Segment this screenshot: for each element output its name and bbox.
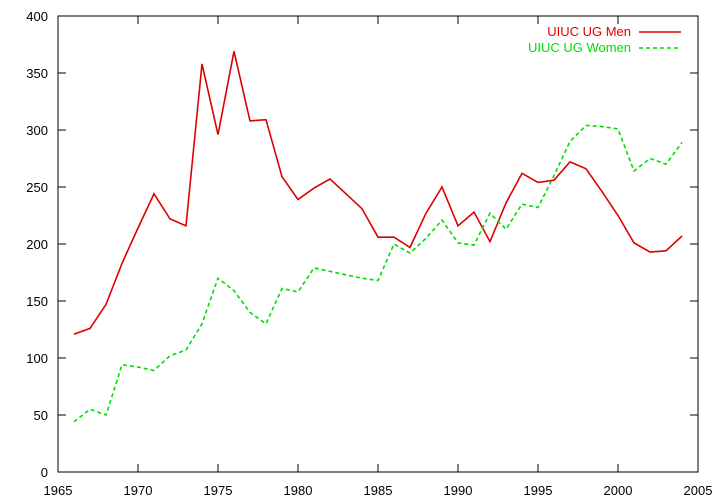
legend-label-women: UIUC UG Women: [528, 40, 631, 55]
x-axis-tick-labels: 1965 1970 1975 1980 1985 1990 1995 2000 2005: [44, 483, 713, 498]
series-line-women: [73, 124, 683, 423]
x-tick-label: 1995: [524, 483, 553, 498]
legend-label-men: UIUC UG Men: [547, 24, 631, 39]
x-tick-label: 1965: [44, 483, 73, 498]
y-tick-label: 0: [41, 465, 48, 480]
x-tick-label: 1970: [124, 483, 153, 498]
x-tick-label: 1990: [444, 483, 473, 498]
axis-ticks: [57, 15, 699, 473]
plot-frame: [57, 15, 699, 473]
y-tick-label: 100: [26, 351, 48, 366]
y-tick-label: 50: [34, 408, 48, 423]
x-tick-label: 1975: [204, 483, 233, 498]
y-tick-label: 250: [26, 180, 48, 195]
y-axis-tick-labels: 0 50 100 150 200 250 300 350 400: [26, 9, 48, 480]
x-tick-label: 1985: [364, 483, 393, 498]
y-tick-label: 350: [26, 66, 48, 81]
x-tick-label: 2000: [604, 483, 633, 498]
y-tick-label: 150: [26, 294, 48, 309]
x-tick-label: 2005: [684, 483, 713, 498]
y-tick-label: 200: [26, 237, 48, 252]
series-lines: [73, 51, 683, 423]
y-tick-label: 400: [26, 9, 48, 24]
series-line-men: [73, 51, 683, 335]
y-tick-label: 300: [26, 123, 48, 138]
x-tick-label: 1980: [284, 483, 313, 498]
